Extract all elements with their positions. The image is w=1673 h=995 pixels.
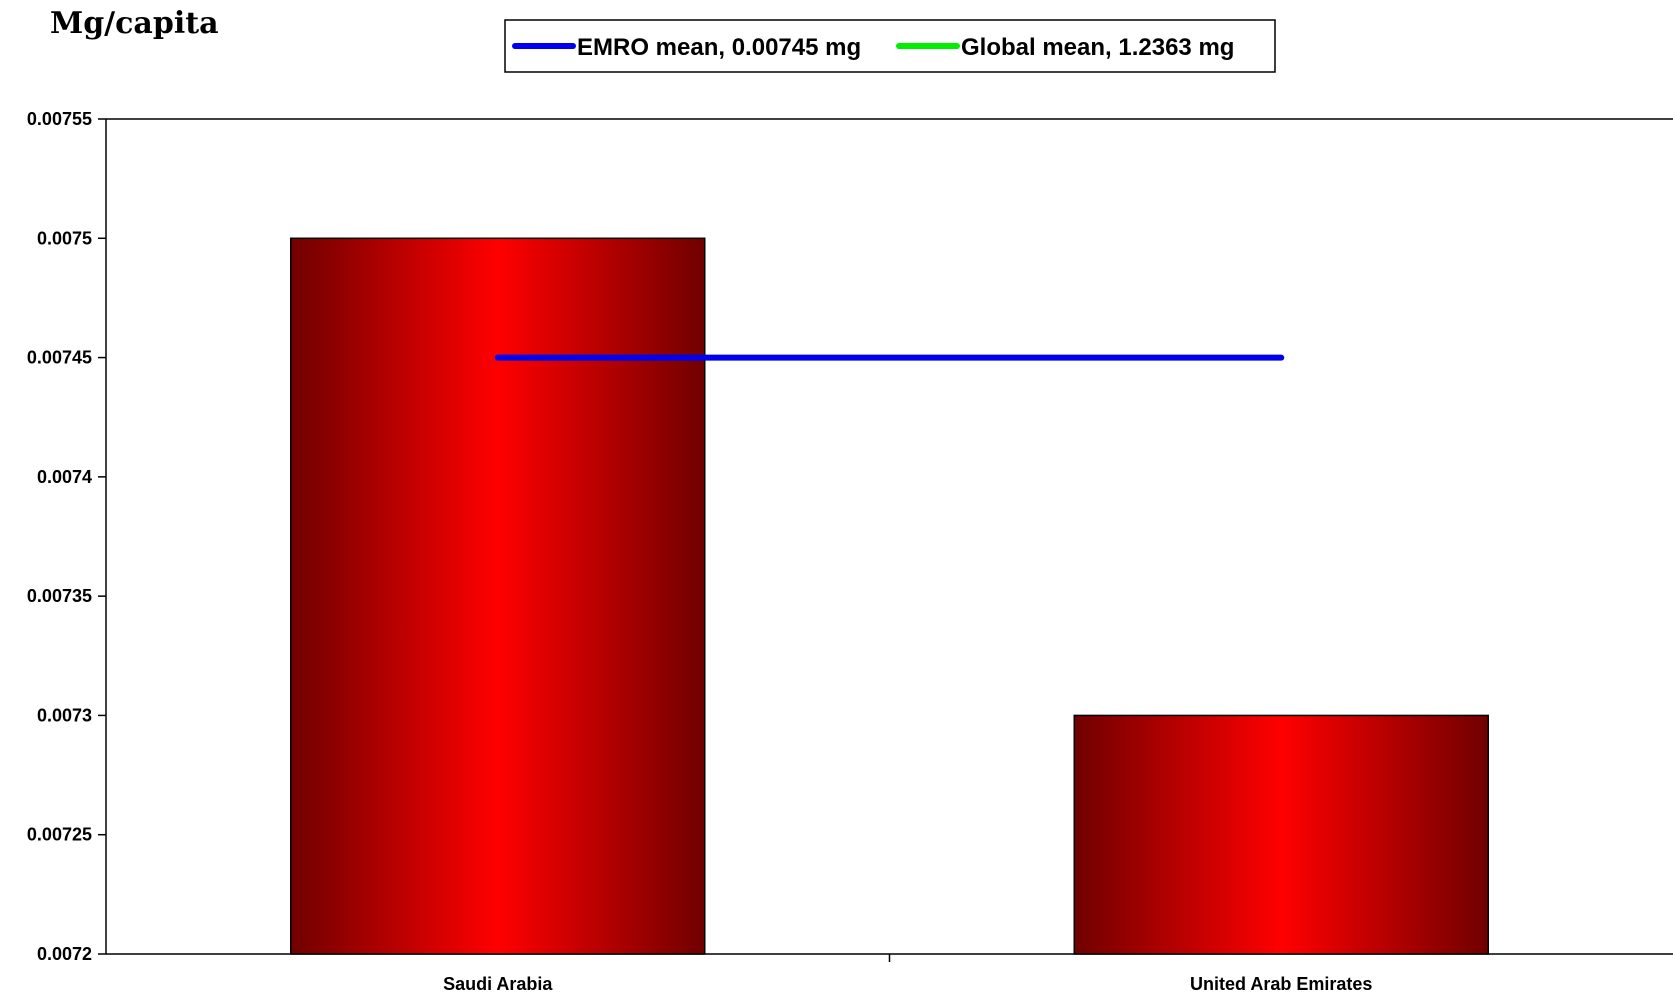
y-tick-label: 0.0074	[37, 467, 92, 487]
y-tick-label: 0.00735	[27, 586, 92, 606]
bar	[1073, 714, 1489, 955]
plot-area: 0.0072 0.00725 0.0073 0.00735 0.0074 0.00745 0…	[27, 109, 1673, 994]
legend-label-global: Global mean, 1.2363 mg	[961, 34, 1234, 61]
y-tick-label: 0.0075	[37, 228, 92, 248]
bar	[290, 237, 706, 955]
x-tick-label: Saudi Arabia	[443, 974, 553, 994]
y-tick-label: 0.00725	[27, 825, 92, 845]
y-tick-label: 0.00755	[27, 109, 92, 129]
y-tick-label: 0.00745	[27, 348, 92, 368]
x-tick-label: United Arab Emirates	[1190, 974, 1372, 994]
y-tick-label: 0.0072	[37, 944, 92, 964]
legend-label-emro: EMRO mean, 0.00745 mg	[577, 34, 861, 61]
legend: EMRO mean, 0.00745 mg Global mean, 1.236…	[504, 19, 1276, 73]
legend-box	[504, 19, 1276, 73]
y-tick-label: 0.0073	[37, 705, 92, 725]
y-axis-label: Mg/capita	[50, 6, 219, 41]
